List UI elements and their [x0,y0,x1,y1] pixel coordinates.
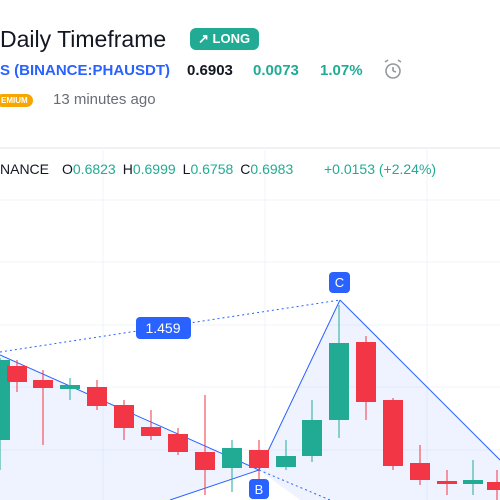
idea-title: Daily Timeframe [0,26,167,52]
candle-body [383,400,403,466]
candle-body [356,342,376,402]
ohlc-key: L [182,161,191,177]
exchange: NANCE [0,161,50,177]
symbol[interactable]: S (BINANCE:PHAUSDT) [0,62,170,79]
ohlc-value: 0.6999 [132,161,176,177]
point-box [329,272,350,293]
ohlc-legend: O0.6823 H0.6999 L0.6758 C0.6983 [62,161,300,177]
candle-body [410,463,430,480]
candle-body [487,482,500,490]
ohlc-change: +0.0153 (+2.24%) [324,161,437,177]
candle-body [87,387,107,406]
point-label: B [255,482,264,497]
change: 0.0073 [253,62,299,79]
ohlc-item: L0.6758 [183,161,234,177]
candle-body [302,420,322,456]
candle-body [195,452,215,470]
price: 0.6903 [187,62,233,79]
ohlc-key: C [240,161,251,177]
timestamp: 13 minutes ago [53,91,156,108]
ohlc-item: O0.6823 [62,161,116,177]
candle-body [7,366,27,382]
ohlc-key: O [62,161,73,177]
ohlc-value: 0.6983 [250,161,294,177]
ratio-label: 1.459 [145,320,180,336]
candle-body [222,448,242,468]
ohlc-key: H [122,161,133,177]
plan-badge: EMIUM [0,94,33,107]
candle-body [141,427,161,436]
candle-body [249,450,269,468]
ohlc-item: H0.6999 [123,161,176,177]
ratio-box [136,317,191,339]
badge-text: LONG [212,31,251,46]
ohlc-value: 0.6758 [190,161,234,177]
change-percent: 1.07% [320,62,363,79]
candle-body [60,385,80,389]
candle-body [463,480,483,484]
candle-body [276,456,296,467]
ohlc-item: C0.6983 [240,161,293,177]
candle-body [0,360,10,440]
point-label: C [335,275,344,290]
candles [0,305,500,500]
candle-body [329,343,349,420]
point-box [249,479,269,499]
candle-body [33,380,53,388]
candle-body [168,434,188,452]
ohlc-value: 0.6823 [72,161,116,177]
candle-body [114,405,134,428]
candle-body [437,481,457,484]
direction-badge[interactable]: ↗ LONG [190,28,260,50]
alarm-icon[interactable] [384,59,402,79]
